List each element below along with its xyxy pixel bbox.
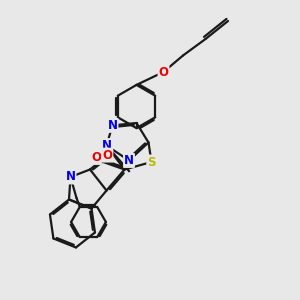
Text: O: O: [91, 151, 101, 164]
Text: N: N: [124, 154, 134, 167]
Text: N: N: [101, 139, 112, 152]
Text: O: O: [158, 65, 169, 79]
Text: O: O: [102, 148, 112, 162]
Text: N: N: [65, 170, 76, 184]
Text: N: N: [107, 119, 118, 132]
Text: S: S: [147, 155, 156, 169]
